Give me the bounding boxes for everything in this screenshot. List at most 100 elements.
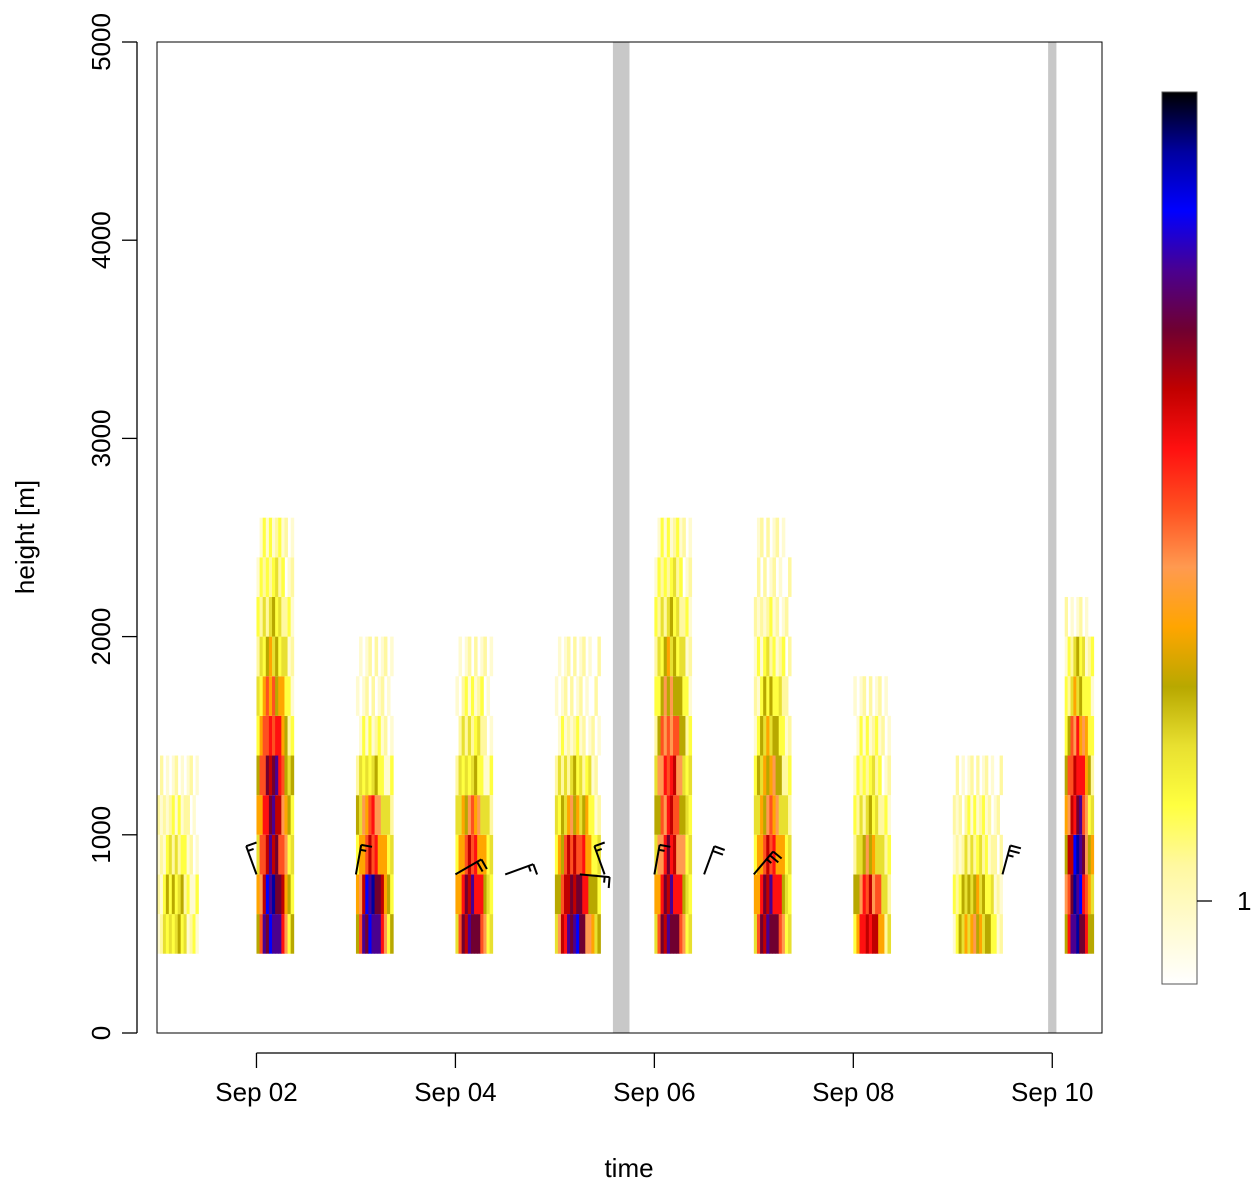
heatmap-cell xyxy=(560,795,565,835)
heatmap-cell xyxy=(868,795,873,835)
heatmap-cell xyxy=(588,636,592,677)
heatmap-cell xyxy=(688,517,693,558)
heatmap-cell xyxy=(387,874,391,915)
heatmap-cell xyxy=(168,834,173,875)
heatmap-cell xyxy=(760,636,764,677)
heatmap-cell xyxy=(955,914,960,954)
heatmap-cell xyxy=(284,874,288,915)
heatmap-cell xyxy=(567,834,571,875)
heatmap-cell xyxy=(669,557,674,597)
wind-barb-flag xyxy=(712,849,724,856)
heatmap-cell xyxy=(458,834,463,875)
heatmap-cell xyxy=(868,676,873,716)
heatmap-cell xyxy=(775,596,780,637)
heatmap-cell xyxy=(666,636,671,677)
heatmap-cell xyxy=(554,834,559,875)
heatmap-cell xyxy=(1076,795,1080,835)
heatmap-cell xyxy=(275,557,279,597)
heatmap-cell xyxy=(467,676,472,716)
heatmap-cell xyxy=(374,834,379,875)
heatmap-cell xyxy=(365,795,369,835)
heatmap-cell xyxy=(174,874,179,915)
heatmap-cell xyxy=(470,914,475,954)
heatmap-cell xyxy=(676,874,680,915)
heatmap-cell xyxy=(784,914,789,954)
heatmap-cell xyxy=(967,795,971,835)
heatmap-cell xyxy=(489,834,494,875)
heatmap-cell xyxy=(1064,596,1068,637)
heatmap-cell xyxy=(168,914,173,954)
heatmap-cell xyxy=(999,874,1003,915)
heatmap-cell xyxy=(1070,755,1074,796)
heatmap-cell xyxy=(359,715,363,756)
heatmap-cell xyxy=(573,715,577,756)
y-axis-title: height [m] xyxy=(10,480,40,594)
heatmap-cell xyxy=(654,795,658,835)
heatmap-cell xyxy=(961,874,965,915)
heatmap-cell xyxy=(756,596,761,637)
heatmap-cell xyxy=(275,914,279,954)
heatmap-cell xyxy=(871,834,876,875)
heatmap-cell xyxy=(760,914,764,954)
heatmap-cell xyxy=(676,596,680,637)
heatmap-cell xyxy=(760,834,764,875)
heatmap-cell xyxy=(470,676,475,716)
heatmap-cell xyxy=(477,914,481,954)
heatmap-cell xyxy=(594,874,598,915)
heatmap-cell xyxy=(268,755,273,796)
heatmap-cell xyxy=(477,676,481,716)
heatmap-cell xyxy=(390,834,394,875)
heatmap-cell xyxy=(189,755,193,796)
heatmap-cell xyxy=(756,517,761,558)
heatmap-cell xyxy=(1087,755,1092,796)
heatmap-cell xyxy=(262,914,267,954)
heatmap-cell xyxy=(760,715,764,756)
heatmap-cell xyxy=(585,914,589,954)
heatmap-cell xyxy=(1087,874,1092,915)
heatmap-cell xyxy=(174,914,179,954)
heatmap-cell xyxy=(669,636,674,677)
heatmap-cell xyxy=(186,874,190,915)
heatmap-cell xyxy=(365,834,369,875)
heatmap-cell xyxy=(365,914,369,954)
heatmap-cell xyxy=(281,914,285,954)
heatmap-cell xyxy=(970,874,974,915)
heatmap-cell xyxy=(287,596,292,637)
heatmap-cell xyxy=(256,795,260,835)
heatmap-cell xyxy=(756,874,761,915)
wind-barb-flag xyxy=(532,863,539,875)
heatmap-cell xyxy=(591,795,595,835)
heatmap-cell xyxy=(387,834,391,875)
heatmap-cell xyxy=(486,755,491,796)
heatmap-cell xyxy=(268,874,273,915)
heatmap-cell xyxy=(657,795,661,835)
heatmap-cell xyxy=(272,715,276,756)
heatmap-cell xyxy=(171,834,176,875)
heatmap-cell xyxy=(259,914,264,954)
heatmap-cell xyxy=(976,795,980,835)
heatmap-cell xyxy=(162,795,167,835)
heatmap-cell xyxy=(486,874,491,915)
heatmap-cell xyxy=(987,914,992,954)
data-gap-band xyxy=(612,42,630,1033)
heatmap-cell xyxy=(278,636,282,677)
heatmap-cell xyxy=(993,834,998,875)
heatmap-cell xyxy=(1085,715,1089,756)
heatmap-cell xyxy=(868,755,873,796)
heatmap-cell xyxy=(268,517,273,558)
heatmap-cell xyxy=(976,874,980,915)
heatmap-cell xyxy=(256,596,260,637)
heatmap-cell xyxy=(996,795,1000,835)
heatmap-cell xyxy=(887,755,892,796)
wind-barb-half-flag xyxy=(360,848,367,852)
heatmap-cell xyxy=(359,874,363,915)
heatmap-cell xyxy=(679,636,683,677)
heatmap-cell xyxy=(982,755,986,796)
heatmap-cell xyxy=(588,914,592,954)
heatmap-cell xyxy=(374,795,379,835)
heatmap-cell xyxy=(265,715,270,756)
heatmap-cell xyxy=(688,636,693,677)
heatmap-cell xyxy=(174,834,179,875)
heatmap-cell xyxy=(1082,636,1086,677)
wind-barb-shaft xyxy=(504,863,534,876)
